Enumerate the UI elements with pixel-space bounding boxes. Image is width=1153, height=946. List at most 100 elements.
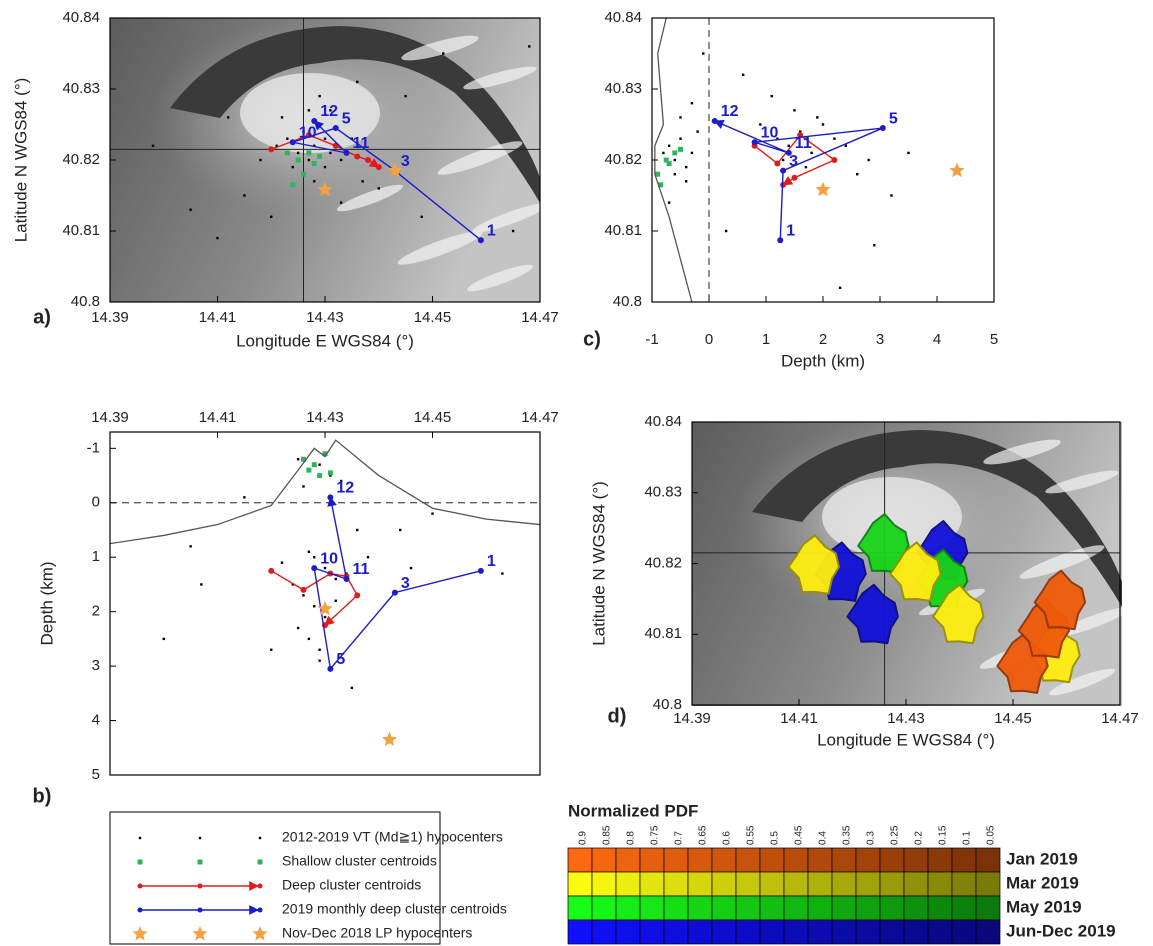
hypocenter [318,463,320,465]
month-label: 1 [487,222,496,239]
hypocenter [356,529,358,531]
colorbar-cell [712,872,736,896]
hypocenter [340,159,342,161]
colorbar-cell [592,848,616,872]
hypocenter [335,600,337,602]
centroid-track [314,497,481,668]
x-tick-label: 14.47 [1101,710,1139,727]
colorbar-cell [760,920,784,944]
hypocenter [297,152,299,154]
centroid [268,568,274,574]
month-label: 12 [336,480,354,497]
colorbar-cell [976,848,1000,872]
page: {"chart_data": [ {"type": "scatter", "pa… [0,0,1153,946]
hypocenter [907,152,909,154]
colorbar-cell [592,872,616,896]
hypocenter [302,485,304,487]
hypocenter [668,201,670,203]
y-tick-label: 40.81 [604,222,642,239]
centroid [712,118,718,124]
colorbar-cell [664,848,688,872]
centroid [880,125,886,131]
legend-symbol [138,860,143,865]
centroid [333,125,339,131]
hypocenter [788,145,790,147]
y-tick-label: 40.84 [644,413,682,430]
month-label: 3 [401,575,410,592]
colorbar-cell [880,920,904,944]
hypocenter [410,567,412,569]
x-tick-label: 14.47 [521,409,559,426]
panel-label: c) [583,328,601,350]
hypocenter [674,173,676,175]
legend-symbol [198,884,203,889]
colorbar-cell [808,896,832,920]
colorbar-cell [952,920,976,944]
hillshade-map [110,18,550,302]
legend-symbol [199,837,201,839]
month-label: 5 [342,110,351,127]
colorbar-cell [832,920,856,944]
hypocenter [189,209,191,211]
colorbar-cell [904,848,928,872]
colorbar-cell [568,920,592,944]
x-tick-label: 4 [933,331,941,348]
legend-symbol [258,860,263,865]
x-axis-label: Longitude E WGS84 (°) [817,730,995,749]
y-tick-label: 40.8 [653,696,682,713]
y-axis-label: Latitude N WGS84 (°) [11,78,30,243]
hypocenter [243,194,245,196]
x-tick-label: 14.43 [887,710,925,727]
hypocenter [340,201,342,203]
centroid [365,157,371,163]
panel-label: b) [33,785,52,807]
hypocenter [691,152,693,154]
month-label: 10 [299,124,317,141]
hypocenter [685,166,687,168]
hypocenter [324,166,326,168]
centroid [774,161,780,167]
colorbar-cell [784,848,808,872]
colorbar-cell [784,896,808,920]
colorbar-tick-label: 0.1 [962,831,973,845]
shallow-centroid [317,473,322,478]
hypocenter [378,187,380,189]
hypocenter [281,116,283,118]
month-label: 10 [320,550,338,567]
y-tick-label: 3 [92,657,100,674]
shallow-centroid [317,154,322,159]
panel: 135101112-101234540.840.8140.8240.8340.8… [583,9,998,371]
hypocenter [356,81,358,83]
x-tick-label: 1 [762,331,770,348]
hypocenter [281,561,283,563]
colorbar-tick-label: 0.9 [578,831,589,845]
hypocenter [856,173,858,175]
colorbar-cell [568,872,592,896]
y-axis-label: Depth (km) [37,561,56,645]
hypocenter [771,95,773,97]
colorbar-cell [568,848,592,872]
legend-symbol [138,908,143,913]
colorbar-tick-label: 0.75 [650,825,661,845]
lp-hypocenter [382,732,397,747]
x-tick-label: 14.45 [414,409,452,426]
hypocenter [782,159,784,161]
hypocenter [833,138,835,140]
panel-label: d) [608,705,627,727]
y-tick-label: 40.8 [613,293,642,310]
hypocenter [793,109,795,111]
colorbar-cell [880,896,904,920]
centroid [301,587,307,593]
colorbar-cell [760,896,784,920]
colorbar-cell [688,896,712,920]
hypocenter [329,152,331,154]
y-tick-label: 40.84 [604,9,642,26]
x-tick-label: 14.47 [521,309,559,326]
y-tick-label: 40.82 [644,554,682,571]
shallow-centroid [306,468,311,473]
colorbar-cell [784,920,808,944]
y-tick-label: 40.82 [604,151,642,168]
centroid [327,494,333,500]
x-tick-label: 2 [819,331,827,348]
colorbar-tick-label: 0.2 [914,831,925,845]
